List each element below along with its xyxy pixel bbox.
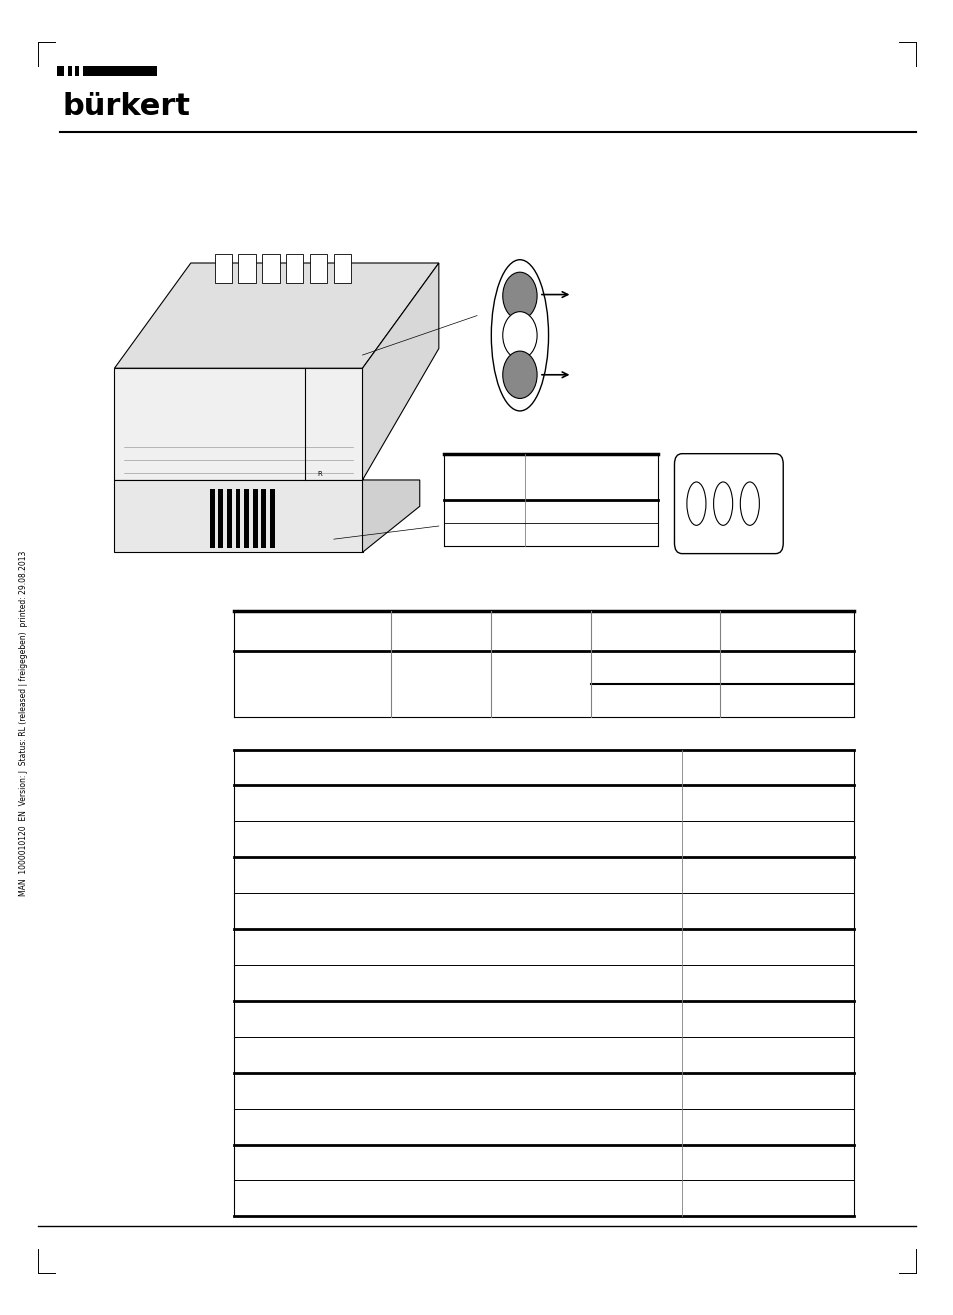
Bar — [286, 254, 303, 283]
Polygon shape — [362, 480, 419, 552]
Bar — [64, 66, 68, 76]
Bar — [270, 489, 274, 548]
Circle shape — [502, 351, 537, 398]
Polygon shape — [362, 263, 438, 480]
Bar — [79, 66, 83, 76]
Bar — [57, 66, 157, 76]
Polygon shape — [114, 480, 362, 552]
Bar — [262, 254, 279, 283]
Polygon shape — [114, 263, 438, 368]
Bar — [214, 254, 232, 283]
Bar — [334, 254, 351, 283]
Bar — [253, 489, 257, 548]
Text: R: R — [317, 471, 322, 477]
Bar — [227, 489, 232, 548]
Bar — [210, 489, 214, 548]
Bar — [218, 489, 223, 548]
Circle shape — [502, 312, 537, 359]
Polygon shape — [114, 368, 362, 480]
Bar — [261, 489, 266, 548]
Bar — [238, 254, 255, 283]
Ellipse shape — [713, 483, 732, 525]
Ellipse shape — [686, 483, 705, 525]
Ellipse shape — [491, 260, 548, 410]
Ellipse shape — [740, 483, 759, 525]
Text: MAN  1000010120  EN  Version: J  Status: RL (released | freigegeben)  printed: 2: MAN 1000010120 EN Version: J Status: RL … — [19, 551, 29, 896]
FancyBboxPatch shape — [674, 454, 782, 554]
Bar — [235, 489, 240, 548]
Bar — [310, 254, 327, 283]
Circle shape — [502, 272, 537, 320]
Bar — [244, 489, 249, 548]
Text: bürkert: bürkert — [62, 92, 190, 121]
Bar — [71, 66, 75, 76]
